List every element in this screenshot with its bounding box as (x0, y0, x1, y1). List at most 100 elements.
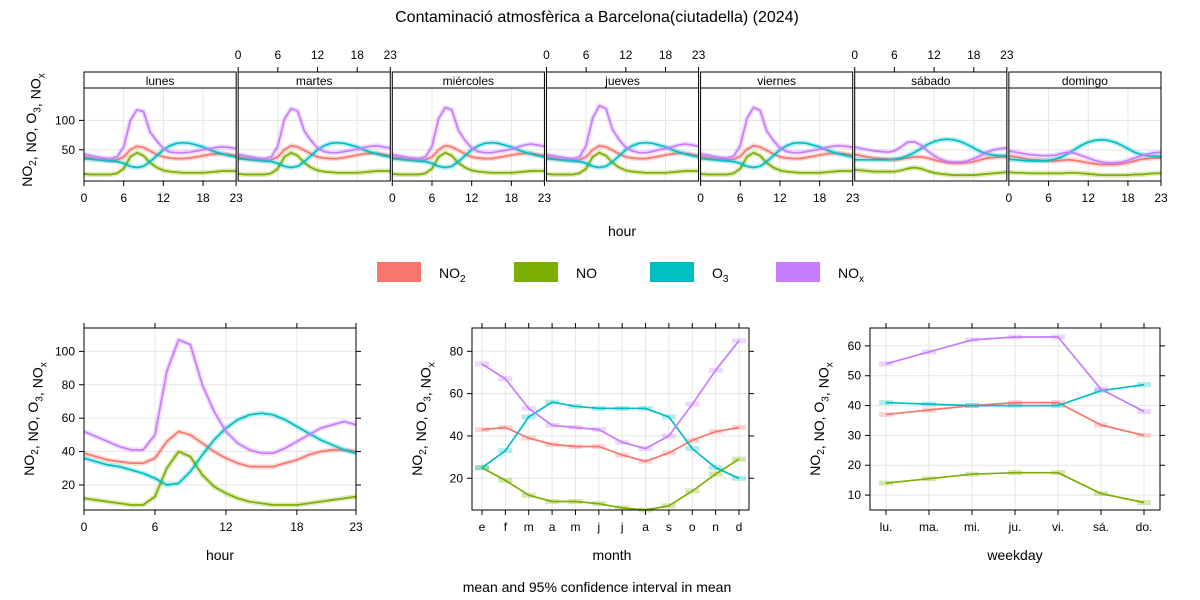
series-line-nox (700, 106, 853, 159)
series-line-no (481, 458, 740, 511)
series-line-nox (237, 107, 391, 160)
x-tick-label: sá. (1093, 520, 1109, 534)
panel-strip-label: sábado (911, 74, 951, 88)
series-line-o3 (885, 383, 1145, 407)
legend-swatch-nox (776, 262, 820, 282)
x-tick-label: 12 (311, 48, 325, 62)
text-part: , (27, 99, 43, 107)
y-axis-label: NO2, NO, O3, NOx (807, 362, 836, 476)
x-tick-label: 23 (384, 48, 398, 62)
series-line-no (885, 471, 1145, 504)
x-tick-label: 6 (737, 191, 744, 205)
panel-frame (471, 327, 750, 511)
text-subscript: 3 (723, 274, 729, 285)
y-axis-label: NO2, NO, O3, NOx (807, 362, 836, 476)
legend-label-nox: NOx (838, 265, 864, 285)
series-line-nox (1008, 150, 1162, 164)
legend-label-no: NO (576, 265, 597, 281)
text-part: O (811, 402, 827, 413)
x-tick-label: j (596, 520, 600, 534)
series-line-no (238, 151, 391, 176)
series-line-no (854, 166, 1007, 176)
x-tick-label: 12 (219, 520, 233, 534)
x-tick-label: mi. (964, 520, 980, 534)
x-tick-label: 23 (349, 520, 363, 534)
x-tick-label: 0 (81, 191, 88, 205)
x-tick-label: a (642, 520, 649, 534)
x-tick-label: 18 (290, 520, 304, 534)
x-tick-label: 23 (846, 191, 860, 205)
x-axis-label-top: hour (608, 223, 636, 239)
panel-strip-label: jueves (604, 74, 640, 88)
series-line-no2 (885, 401, 1145, 437)
x-tick-label: lu. (880, 520, 893, 534)
text-part: NO (29, 367, 45, 388)
panel-strip-label: martes (296, 74, 333, 88)
x-tick-label: 12 (465, 191, 479, 205)
series-line-o3 (546, 141, 699, 169)
series-line-o3 (392, 141, 545, 169)
y-tick-label: 60 (450, 387, 464, 401)
x-tick-label: 18 (813, 191, 827, 205)
series-line-o3 (854, 138, 1007, 161)
text-part: O (25, 402, 41, 413)
panel-frame (83, 327, 357, 511)
x-tick-label: m (570, 520, 580, 534)
y-tick-label: 40 (848, 399, 862, 413)
x-tick-label: s (666, 520, 672, 534)
panel-frame (391, 87, 545, 182)
panel-frame (1008, 87, 1162, 182)
text-part: , NO, (811, 413, 827, 450)
series-line-o3 (481, 401, 740, 480)
series-line-no (700, 151, 853, 176)
y-tick-label: 30 (848, 428, 862, 442)
y-tick-label: 40 (62, 445, 76, 459)
series-line-no (83, 151, 237, 176)
text-subscript: 3 (820, 396, 831, 402)
x-tick-label: ma. (919, 520, 939, 534)
x-axis-label: hour (206, 547, 234, 563)
x-tick-label: 12 (157, 191, 171, 205)
panel-domingo: domingo 0 6 12 18 23 (1006, 71, 1168, 205)
text-part: NO (21, 455, 37, 476)
x-tick-label: d (736, 520, 743, 534)
series-line-nox (83, 338, 357, 455)
panel-lunes: lunes 0 6 12 18 23 (81, 71, 243, 205)
y-tick-label: 60 (848, 339, 862, 353)
series-line-no2 (83, 430, 357, 468)
series-band-no (83, 449, 357, 508)
series-line-no (546, 151, 699, 176)
x-tick-label: 0 (81, 520, 88, 534)
x-tick-label: n (712, 520, 719, 534)
series-line-no (1008, 171, 1161, 176)
x-tick-label: 6 (152, 520, 159, 534)
text-subscript: x (859, 274, 864, 285)
y-tick-label: 80 (450, 344, 464, 358)
panel-strip-label: domingo (1062, 74, 1108, 88)
panel-frame (545, 87, 700, 182)
ci-mark-nox (1137, 409, 1151, 415)
ci-mark-nox (732, 338, 746, 344)
y-tick-label: 60 (62, 411, 76, 425)
text-subscript: 2 (418, 449, 429, 455)
x-tick-label: 18 (967, 48, 981, 62)
text-part: O (413, 402, 429, 413)
y-axis-label-top: NO2, NO, O3, NOx (19, 73, 48, 187)
x-tick-label: 0 (851, 48, 858, 62)
panel-strip-label: miércoles (443, 74, 494, 88)
ci-mark-no2 (879, 412, 893, 418)
text-part: NO (27, 78, 43, 99)
text-part: NO (417, 367, 433, 388)
ci-mark-nox (879, 361, 893, 367)
text-part: O (712, 265, 723, 281)
series-line-nox (481, 340, 740, 450)
series-line-o3 (83, 141, 237, 169)
series-line-nox (546, 104, 699, 160)
text-part: NO (439, 265, 460, 281)
x-tick-label: 0 (697, 191, 704, 205)
x-axis-label: weekday (986, 547, 1042, 563)
legend-label-o3: O3 (712, 265, 729, 285)
panel-frame (237, 87, 391, 182)
panel-martes: martes 0 6 12 18 23 (235, 48, 398, 182)
